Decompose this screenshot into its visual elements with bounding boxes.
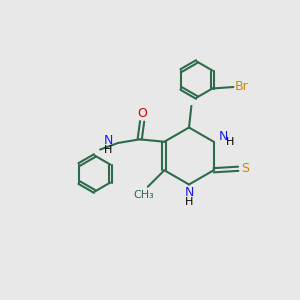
Text: O: O bbox=[137, 107, 147, 120]
Text: N: N bbox=[219, 130, 228, 143]
Text: Br: Br bbox=[235, 80, 249, 94]
Text: H: H bbox=[226, 137, 234, 147]
Text: S: S bbox=[241, 162, 249, 175]
Text: H: H bbox=[104, 146, 113, 155]
Text: N: N bbox=[103, 134, 113, 147]
Text: N: N bbox=[184, 186, 194, 200]
Text: CH₃: CH₃ bbox=[133, 190, 154, 200]
Text: H: H bbox=[185, 197, 193, 207]
